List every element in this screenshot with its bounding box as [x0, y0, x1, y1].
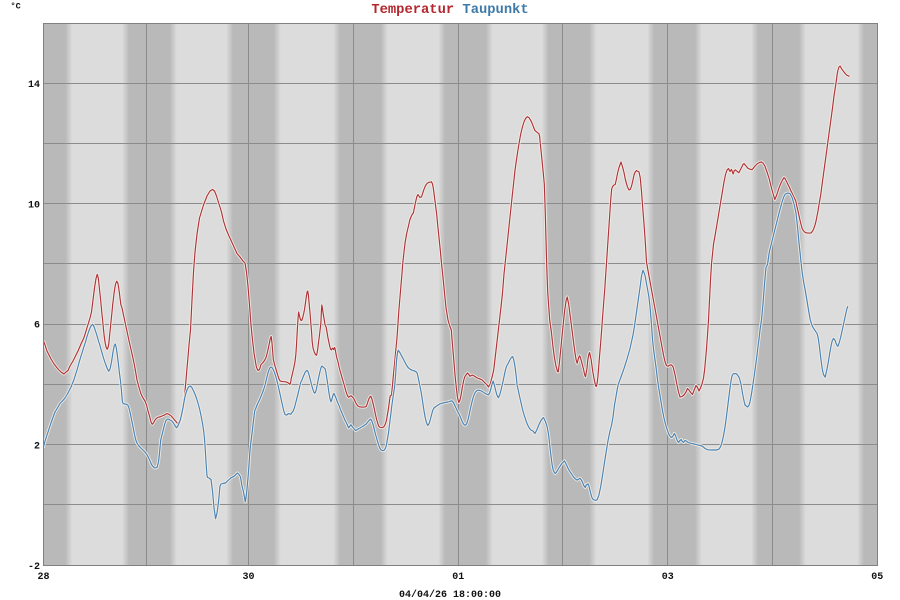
svg-text:03: 03 — [662, 572, 674, 583]
svg-text:28: 28 — [37, 572, 49, 583]
svg-text:05: 05 — [871, 572, 883, 583]
svg-text:Temperatur Taupunkt: Temperatur Taupunkt — [371, 2, 528, 18]
svg-text:10: 10 — [28, 200, 40, 211]
svg-text:2: 2 — [34, 441, 40, 452]
svg-text:01: 01 — [452, 572, 464, 583]
svg-text:30: 30 — [242, 572, 254, 583]
svg-text:-2: -2 — [28, 562, 40, 573]
svg-text:6: 6 — [34, 321, 40, 332]
svg-text:04/04/26 18:00:00: 04/04/26 18:00:00 — [399, 589, 501, 600]
svg-text:°C: °C — [11, 2, 21, 12]
svg-text:14: 14 — [28, 80, 40, 91]
